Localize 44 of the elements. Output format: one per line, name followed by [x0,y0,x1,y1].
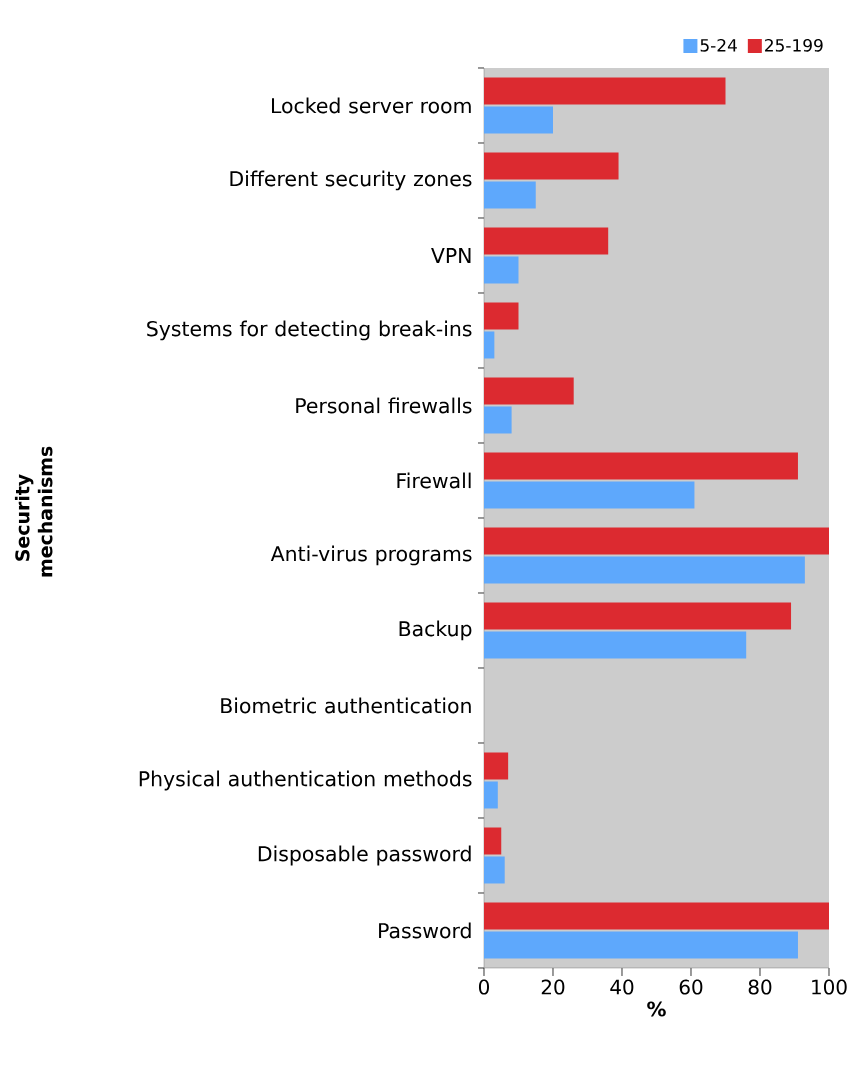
bar [484,331,495,359]
bar [484,302,519,330]
y-tick-label: Password [379,922,471,939]
legend-label: 5-24 [700,38,737,52]
bar [484,752,509,780]
x-tick-label: 80 [748,979,772,995]
y-tick-label: Firewall [397,472,471,489]
x-axis-title: % [647,1001,666,1017]
legend-label: 25-199 [765,38,823,52]
bar [484,77,726,105]
bar [484,527,829,555]
bar [484,181,536,209]
x-tick-label: 100 [812,979,847,995]
bar [484,406,512,434]
x-tick-label: 40 [610,979,634,995]
x-tick-label: 60 [679,979,703,995]
y-tick-label: Systems for detecting break-ins [147,320,472,341]
y-tick-label: Physical authentication methods [139,770,472,791]
y-axis-title: Security mechanisms [14,446,53,577]
bar [484,152,619,180]
bar [484,602,792,630]
bar [484,931,798,959]
bar [484,631,747,659]
bar [484,227,609,255]
y-tick-label: Personal firewalls [296,397,472,414]
y-tick-label: Biometric authentication [221,697,471,714]
y-tick-label: Anti-virus programs [270,545,472,566]
x-tick-label: 20 [541,979,565,995]
bar [484,856,505,884]
y-tick-label: Different security zones [230,170,472,191]
x-tick-label: 0 [478,979,490,995]
y-tick-label: Locked server room [272,97,471,114]
bar [484,827,502,855]
y-tick-label: Disposable password [258,845,471,866]
bar [484,556,805,584]
bar [484,377,574,405]
bar [484,452,798,480]
y-tick-label: Backup [399,620,472,641]
bar [484,781,498,809]
bar [484,481,695,509]
bar [484,256,519,284]
bar [484,902,829,930]
bar [484,106,553,134]
y-tick-label: VPN [431,248,471,263]
